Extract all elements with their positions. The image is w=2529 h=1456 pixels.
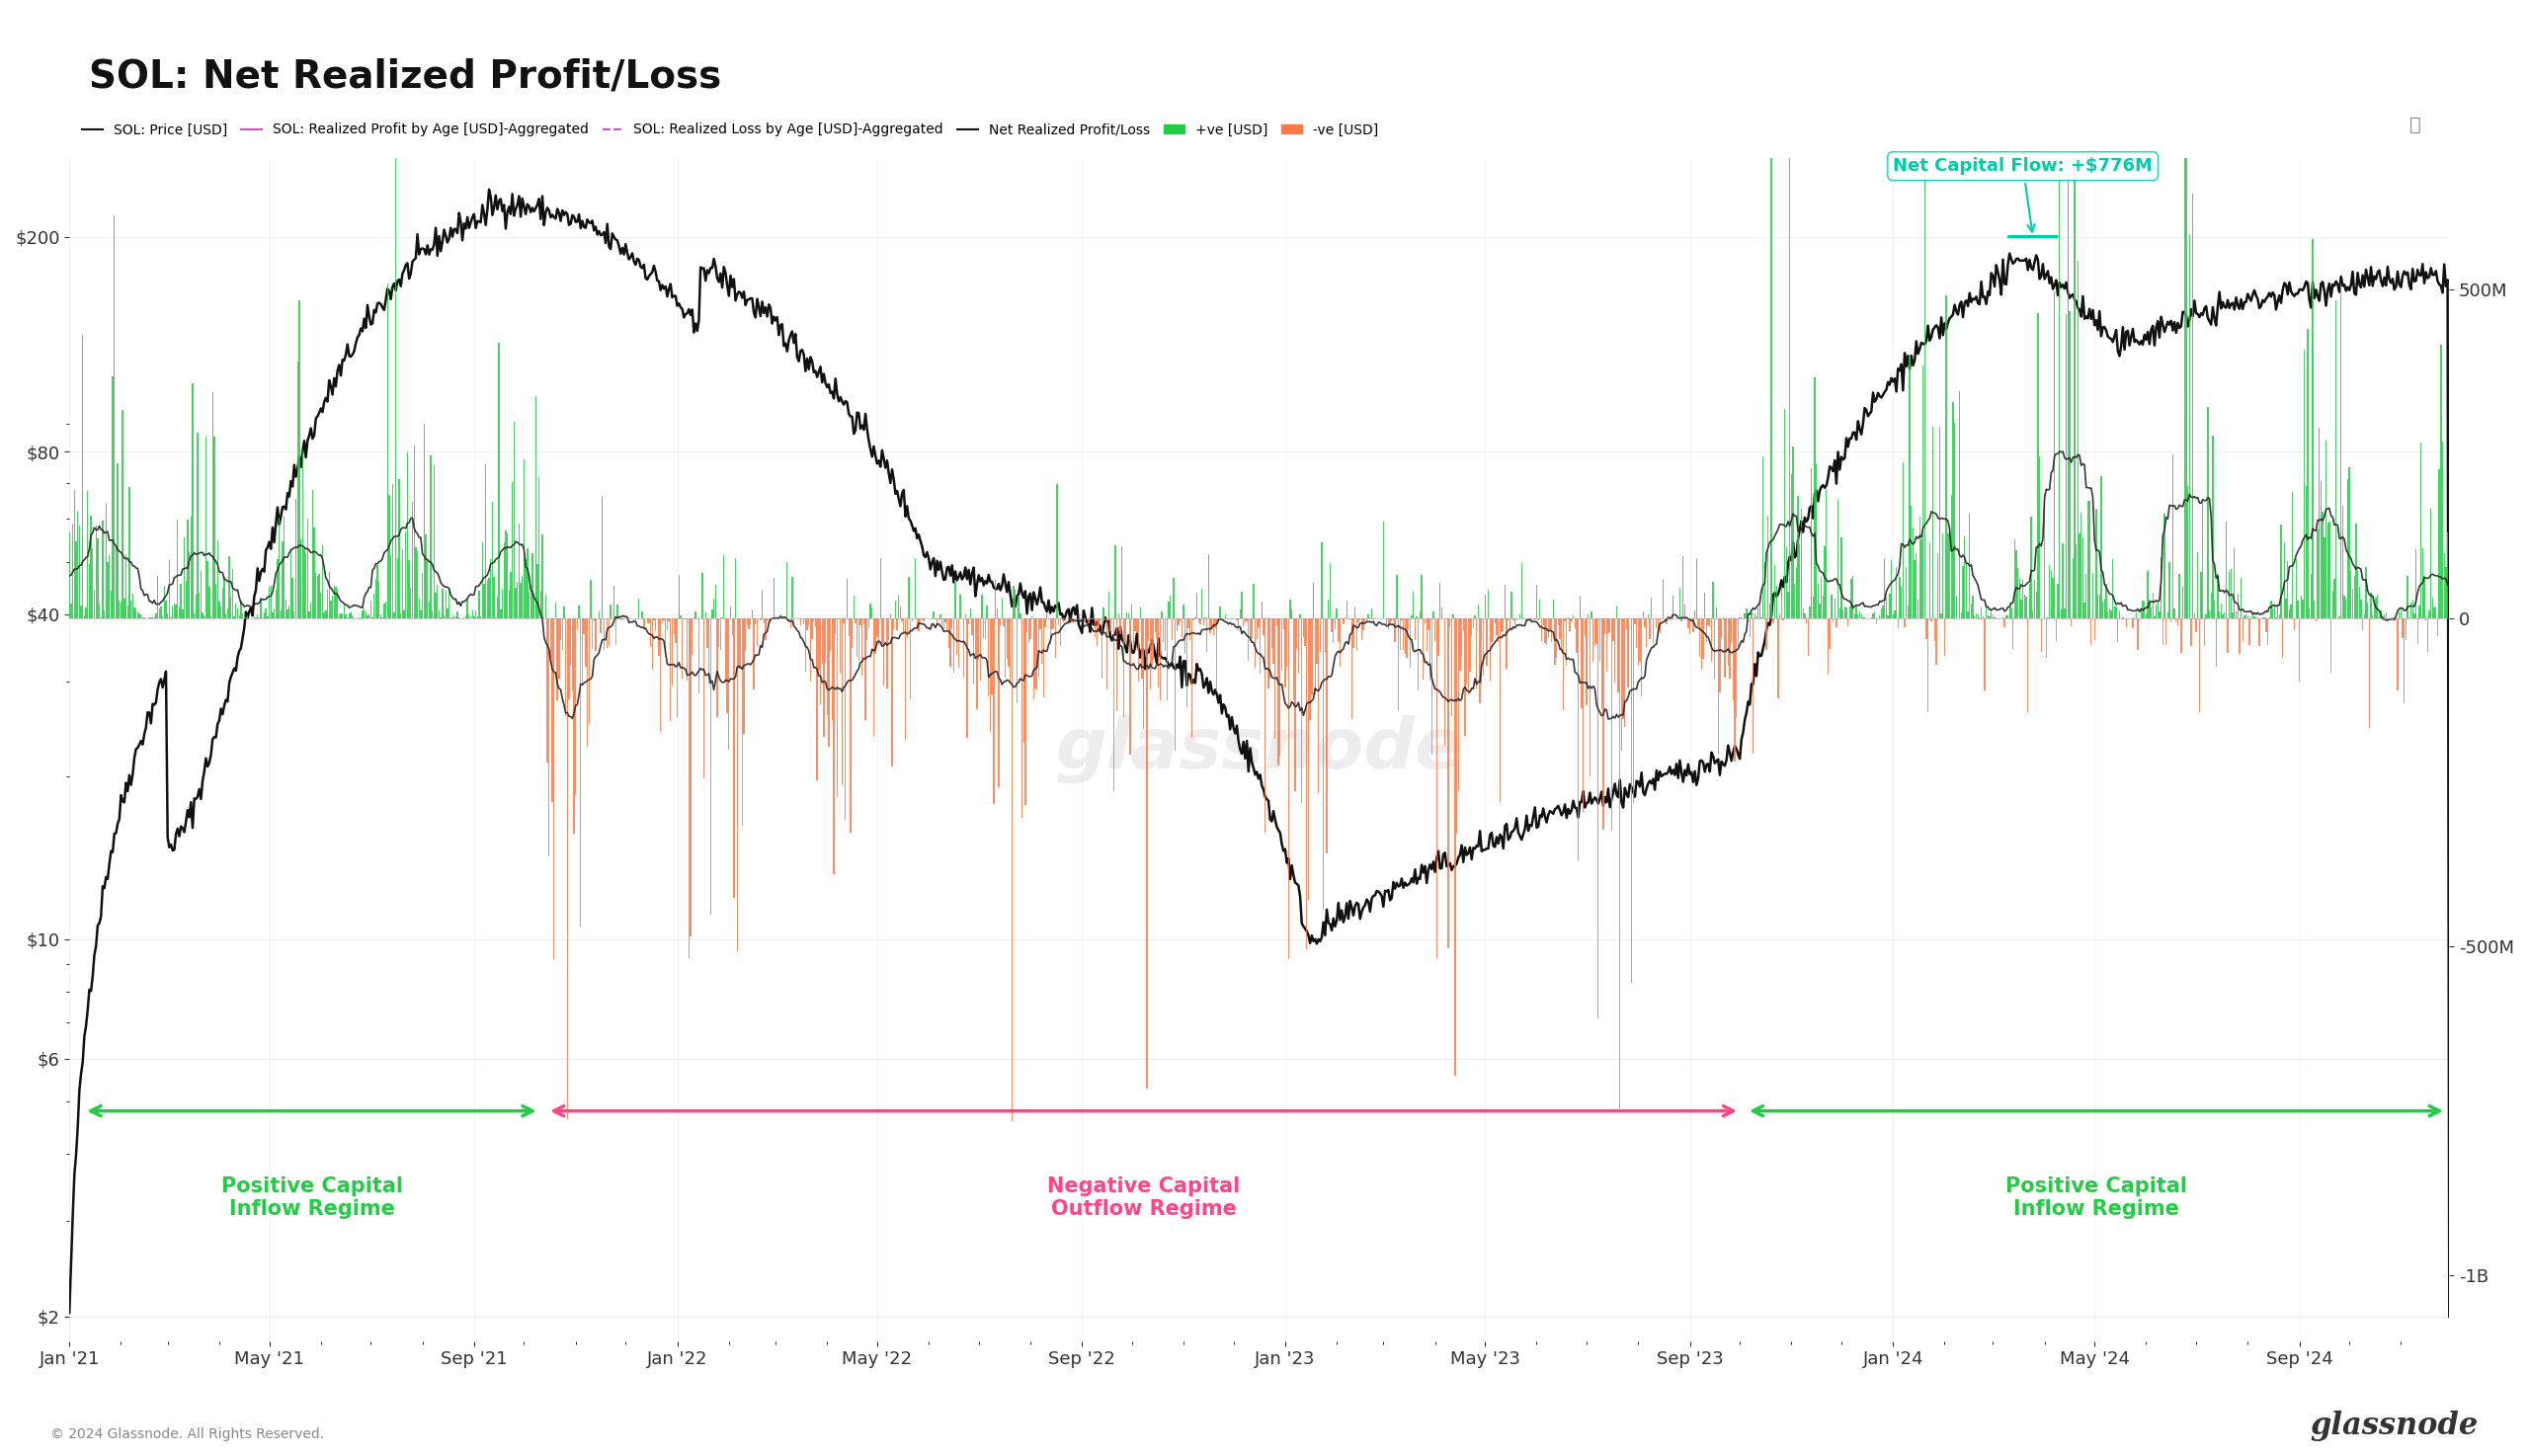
Text: Positive Capital
Inflow Regime: Positive Capital Inflow Regime xyxy=(220,1176,402,1219)
Text: Negative Capital
Outflow Regime: Negative Capital Outflow Regime xyxy=(1047,1176,1239,1219)
Text: glassnode: glassnode xyxy=(1055,715,1464,783)
Text: © 2024 Glassnode. All Rights Reserved.: © 2024 Glassnode. All Rights Reserved. xyxy=(51,1428,324,1441)
Text: 📷: 📷 xyxy=(2410,115,2420,134)
Legend: SOL: Price [USD], SOL: Realized Profit by Age [USD]-Aggregated, SOL: Realized Lo: SOL: Price [USD], SOL: Realized Profit b… xyxy=(76,118,1383,143)
Text: SOL: Net Realized Profit/Loss: SOL: Net Realized Profit/Loss xyxy=(89,58,721,96)
Text: glassnode: glassnode xyxy=(2309,1411,2478,1441)
Text: Positive Capital
Inflow Regime: Positive Capital Inflow Regime xyxy=(2005,1176,2188,1219)
Text: Net Capital Flow: +$776M: Net Capital Flow: +$776M xyxy=(1894,157,2152,232)
